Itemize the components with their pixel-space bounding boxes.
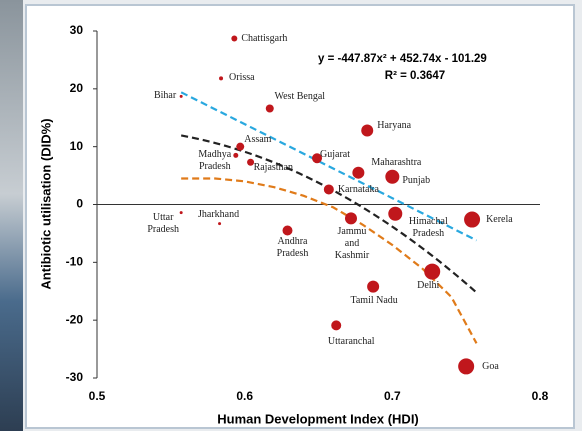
data-point (352, 167, 364, 179)
point-label: Karnataka (338, 184, 379, 196)
point-label: Madhya Pradesh (198, 149, 231, 173)
point-label: Rajasthan (254, 162, 293, 174)
point-label: Haryana (377, 120, 411, 132)
data-point (282, 226, 292, 236)
data-point (218, 222, 221, 225)
point-label: Andhra Pradesh (277, 236, 309, 260)
data-point (388, 207, 402, 221)
data-point (180, 211, 183, 214)
point-label: Chattisgarh (241, 33, 287, 45)
y-tick-label: 20 (70, 81, 84, 95)
data-point (233, 153, 238, 158)
point-label: Assam (244, 134, 271, 146)
point-label: Gujarat (320, 149, 350, 161)
data-point (385, 170, 399, 184)
point-label: Bihar (154, 90, 176, 102)
data-point (236, 143, 244, 151)
point-label: Kerela (486, 214, 513, 226)
point-label: Himachal Pradesh (409, 216, 448, 240)
x-axis-title: Human Development Index (HDI) (217, 411, 419, 426)
y-tick-label: 10 (70, 139, 84, 153)
data-point (266, 104, 274, 112)
x-tick-label: 0.7 (384, 389, 401, 403)
y-tick-label: -20 (66, 312, 84, 326)
r-squared: R² = 0.3647 (385, 70, 445, 82)
data-point (345, 212, 357, 224)
point-label: Tamil Nadu (350, 295, 397, 307)
equation: y = -447.87x² + 452.74x - 101.29 (318, 53, 487, 65)
data-point (180, 95, 183, 98)
point-label: Uttaranchal (328, 336, 375, 348)
y-tick-label: 0 (76, 197, 83, 211)
point-label: Punjab (402, 175, 430, 187)
point-label: Jammu and Kashmir (335, 226, 369, 262)
data-point (361, 124, 373, 136)
x-tick-label: 0.5 (89, 389, 106, 403)
data-point (367, 281, 379, 293)
x-tick-label: 0.8 (532, 389, 549, 403)
y-tick-label: 30 (70, 23, 84, 37)
background-photo (0, 0, 23, 431)
point-label: Uttar Pradesh (147, 212, 179, 236)
point-label: Jharkhand (198, 209, 239, 221)
screenshot: y = -447.87x² + 452.74x - 101.29 R² = 0.… (0, 0, 582, 431)
y-axis-title: Antibiotic utilisation (DID%) (38, 118, 53, 289)
point-label: West Bengal (274, 91, 325, 103)
data-point (424, 264, 440, 280)
data-point (324, 184, 334, 194)
point-label: Goa (482, 361, 499, 373)
data-point (331, 320, 341, 330)
x-tick-label: 0.6 (236, 389, 253, 403)
y-tick-label: -10 (66, 255, 84, 269)
data-point (231, 36, 237, 42)
data-point (219, 76, 223, 80)
point-label: Maharashtra (371, 157, 421, 169)
data-point (458, 358, 474, 374)
y-tick-label: -30 (66, 370, 84, 384)
point-label: Orissa (229, 72, 255, 84)
data-point (464, 212, 480, 228)
point-label: Delhi (417, 280, 439, 292)
